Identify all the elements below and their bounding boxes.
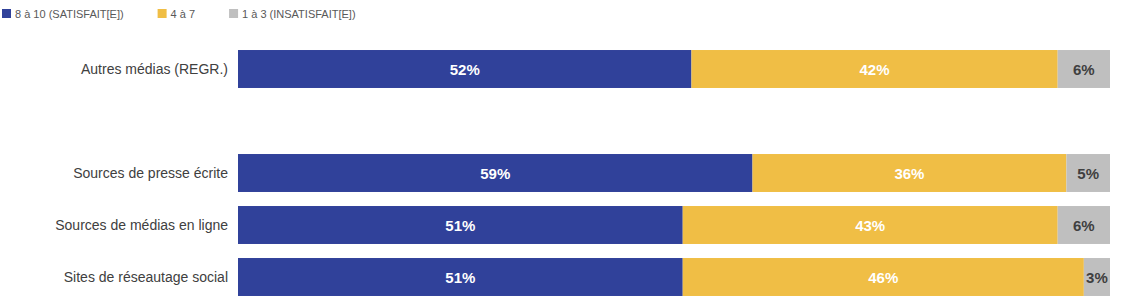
data-label: 3% xyxy=(1086,269,1108,286)
data-label: 42% xyxy=(860,61,890,78)
bars xyxy=(238,50,1110,296)
category-label: Autres médias (REGR.) xyxy=(81,61,228,77)
category-label: Sites de réseautage social xyxy=(64,269,228,285)
legend-label: 8 à 10 (SATISFAIT[E]) xyxy=(15,8,124,20)
legend-item: 8 à 10 (SATISFAIT[E]) xyxy=(2,8,124,20)
data-label: 51% xyxy=(445,217,475,234)
bar-segment xyxy=(1066,154,1110,192)
bar-segment xyxy=(1058,50,1110,88)
chart: 52% 42% 6% 59% 36% 5% 51% 43% 6% 51% 46% 3% Autres m… xyxy=(0,0,1125,304)
bar-segment xyxy=(238,50,691,88)
legend-item: 1 à 3 (INSATISFAIT[E]) xyxy=(229,8,356,20)
data-label: 46% xyxy=(868,269,898,286)
category-label: Sources de médias en ligne xyxy=(55,217,228,233)
bar-segment xyxy=(752,154,1066,192)
legend-label: 1 à 3 (INSATISFAIT[E]) xyxy=(242,8,356,20)
bar-segment xyxy=(238,206,683,244)
data-label: 36% xyxy=(894,165,924,182)
data-label: 59% xyxy=(480,165,510,182)
category-label: Sources de presse écrite xyxy=(73,165,228,181)
bar-segment xyxy=(683,258,1084,296)
data-label: 6% xyxy=(1073,217,1095,234)
bar-segment xyxy=(683,206,1058,244)
bar-segment xyxy=(1058,206,1110,244)
bar-segment xyxy=(238,154,752,192)
bar-segment xyxy=(691,50,1057,88)
data-label: 52% xyxy=(450,61,480,78)
legend-item: 4 à 7 xyxy=(158,8,195,20)
data-label: 51% xyxy=(445,269,475,286)
data-label: 6% xyxy=(1073,61,1095,78)
legend-swatch xyxy=(229,9,238,18)
category-labels: Autres médias (REGR.) Sources de presse é… xyxy=(55,61,228,285)
bar-segment xyxy=(238,258,683,296)
legend: 8 à 10 (SATISFAIT[E]) 4 à 7 1 à 3 (INSATIS… xyxy=(2,8,356,20)
data-label: 5% xyxy=(1077,165,1099,182)
legend-swatch xyxy=(2,9,11,18)
bar-segment xyxy=(1084,258,1110,296)
data-labels: 52% 42% 6% 59% 36% 5% 51% 43% 6% 51% 46% 3% xyxy=(445,61,1107,286)
legend-swatch xyxy=(158,9,167,18)
legend-label: 4 à 7 xyxy=(171,8,195,20)
data-label: 43% xyxy=(855,217,885,234)
